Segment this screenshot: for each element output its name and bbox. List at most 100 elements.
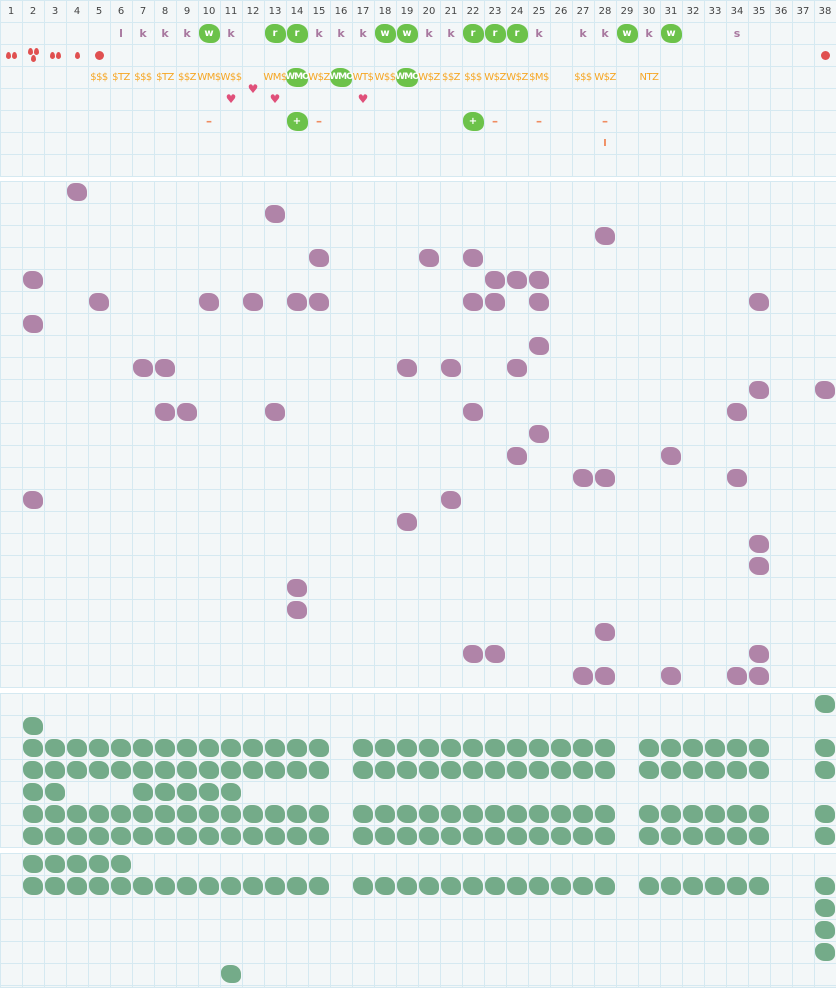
purple-cell[interactable]	[176, 401, 198, 423]
green-cell[interactable]	[88, 759, 110, 781]
letter-cell[interactable]: r	[264, 22, 286, 44]
green-cell[interactable]	[550, 825, 572, 847]
green-cell[interactable]	[264, 737, 286, 759]
code-cell[interactable]: $TZ	[110, 66, 132, 88]
green-cell[interactable]	[682, 759, 704, 781]
purple-cell[interactable]	[440, 357, 462, 379]
green-cell[interactable]	[638, 875, 660, 897]
letter-cell[interactable]: w	[374, 22, 396, 44]
code-cell[interactable]: WMO	[285, 66, 310, 88]
green-cell[interactable]	[154, 803, 176, 825]
purple-cell[interactable]	[528, 335, 550, 357]
purple-cell[interactable]	[22, 269, 44, 291]
green-cell[interactable]	[726, 875, 748, 897]
green-cell[interactable]	[242, 875, 264, 897]
letter-cell[interactable]: k	[418, 22, 440, 44]
purple-cell[interactable]	[22, 489, 44, 511]
purple-cell[interactable]	[198, 291, 220, 313]
sign-cell[interactable]: –	[198, 110, 220, 132]
letter-cell[interactable]: s	[726, 22, 748, 44]
green-cell[interactable]	[572, 803, 594, 825]
green-cell[interactable]	[220, 737, 242, 759]
purple-cell[interactable]	[748, 379, 770, 401]
green-cell[interactable]	[132, 781, 154, 803]
green-cell[interactable]	[374, 737, 396, 759]
code-cell[interactable]: WM$	[197, 66, 221, 88]
letter-cell[interactable]: r	[462, 22, 484, 44]
purple-cell[interactable]	[748, 643, 770, 665]
green-cell[interactable]	[528, 737, 550, 759]
green-cell[interactable]	[44, 875, 66, 897]
green-cell[interactable]	[22, 803, 44, 825]
code-cell[interactable]: W$Z	[418, 66, 440, 88]
green-cell[interactable]	[44, 853, 66, 875]
green-cell[interactable]	[814, 759, 836, 781]
green-cell[interactable]	[176, 875, 198, 897]
green-cell[interactable]	[308, 803, 330, 825]
purple-cell[interactable]	[396, 511, 418, 533]
green-cell[interactable]	[748, 737, 770, 759]
purple-cell[interactable]	[528, 291, 550, 313]
green-cell[interactable]	[704, 737, 726, 759]
purple-cell[interactable]	[462, 247, 484, 269]
green-cell[interactable]	[748, 825, 770, 847]
letter-cell[interactable]: k	[638, 22, 660, 44]
code-cell[interactable]: WMO	[395, 66, 420, 88]
purple-cell[interactable]	[528, 269, 550, 291]
green-cell[interactable]	[110, 759, 132, 781]
code-cell[interactable]: W$Z	[594, 66, 616, 88]
purple-cell[interactable]	[132, 357, 154, 379]
purple-cell[interactable]	[506, 269, 528, 291]
purple-cell[interactable]	[748, 555, 770, 577]
code-cell[interactable]: W$Z	[484, 66, 506, 88]
code-cell[interactable]: W$$	[220, 66, 242, 88]
code-cell[interactable]: $$$	[462, 66, 484, 88]
green-cell[interactable]	[440, 875, 462, 897]
green-cell[interactable]	[352, 825, 374, 847]
letter-cell[interactable]: r	[484, 22, 506, 44]
letter-cell[interactable]: w	[660, 22, 682, 44]
purple-cell[interactable]	[814, 379, 836, 401]
letter-cell[interactable]: w	[198, 22, 220, 44]
green-cell[interactable]	[726, 803, 748, 825]
green-cell[interactable]	[198, 875, 220, 897]
green-cell[interactable]	[176, 803, 198, 825]
code-cell[interactable]: $$Z	[440, 66, 462, 88]
purple-cell[interactable]	[506, 357, 528, 379]
letter-cell[interactable]: r	[506, 22, 528, 44]
green-cell[interactable]	[132, 737, 154, 759]
green-cell[interactable]	[220, 781, 242, 803]
purple-cell[interactable]	[462, 401, 484, 423]
green-cell[interactable]	[418, 737, 440, 759]
letter-cell[interactable]: k	[594, 22, 616, 44]
code-cell[interactable]: $$Z	[176, 66, 198, 88]
green-cell[interactable]	[814, 737, 836, 759]
green-cell[interactable]	[814, 897, 836, 919]
green-cell[interactable]	[374, 875, 396, 897]
code-cell[interactable]: $$$	[88, 66, 110, 88]
green-cell[interactable]	[308, 759, 330, 781]
green-cell[interactable]	[572, 825, 594, 847]
green-cell[interactable]	[22, 781, 44, 803]
purple-cell[interactable]	[242, 291, 264, 313]
purple-cell[interactable]	[726, 401, 748, 423]
letter-cell[interactable]: k	[154, 22, 176, 44]
purple-cell[interactable]	[418, 247, 440, 269]
purple-cell[interactable]	[22, 313, 44, 335]
green-cell[interactable]	[242, 825, 264, 847]
green-cell[interactable]	[682, 803, 704, 825]
green-cell[interactable]	[352, 759, 374, 781]
green-cell[interactable]	[418, 759, 440, 781]
green-cell[interactable]	[22, 737, 44, 759]
green-cell[interactable]	[66, 853, 88, 875]
green-cell[interactable]	[44, 759, 66, 781]
green-cell[interactable]	[110, 825, 132, 847]
code-cell[interactable]: NTZ	[638, 66, 660, 88]
green-cell[interactable]	[594, 759, 616, 781]
letter-cell[interactable]: k	[308, 22, 330, 44]
code-cell[interactable]: $M$	[528, 66, 550, 88]
green-cell[interactable]	[594, 803, 616, 825]
green-cell[interactable]	[220, 963, 242, 985]
green-cell[interactable]	[88, 853, 110, 875]
green-cell[interactable]	[594, 875, 616, 897]
